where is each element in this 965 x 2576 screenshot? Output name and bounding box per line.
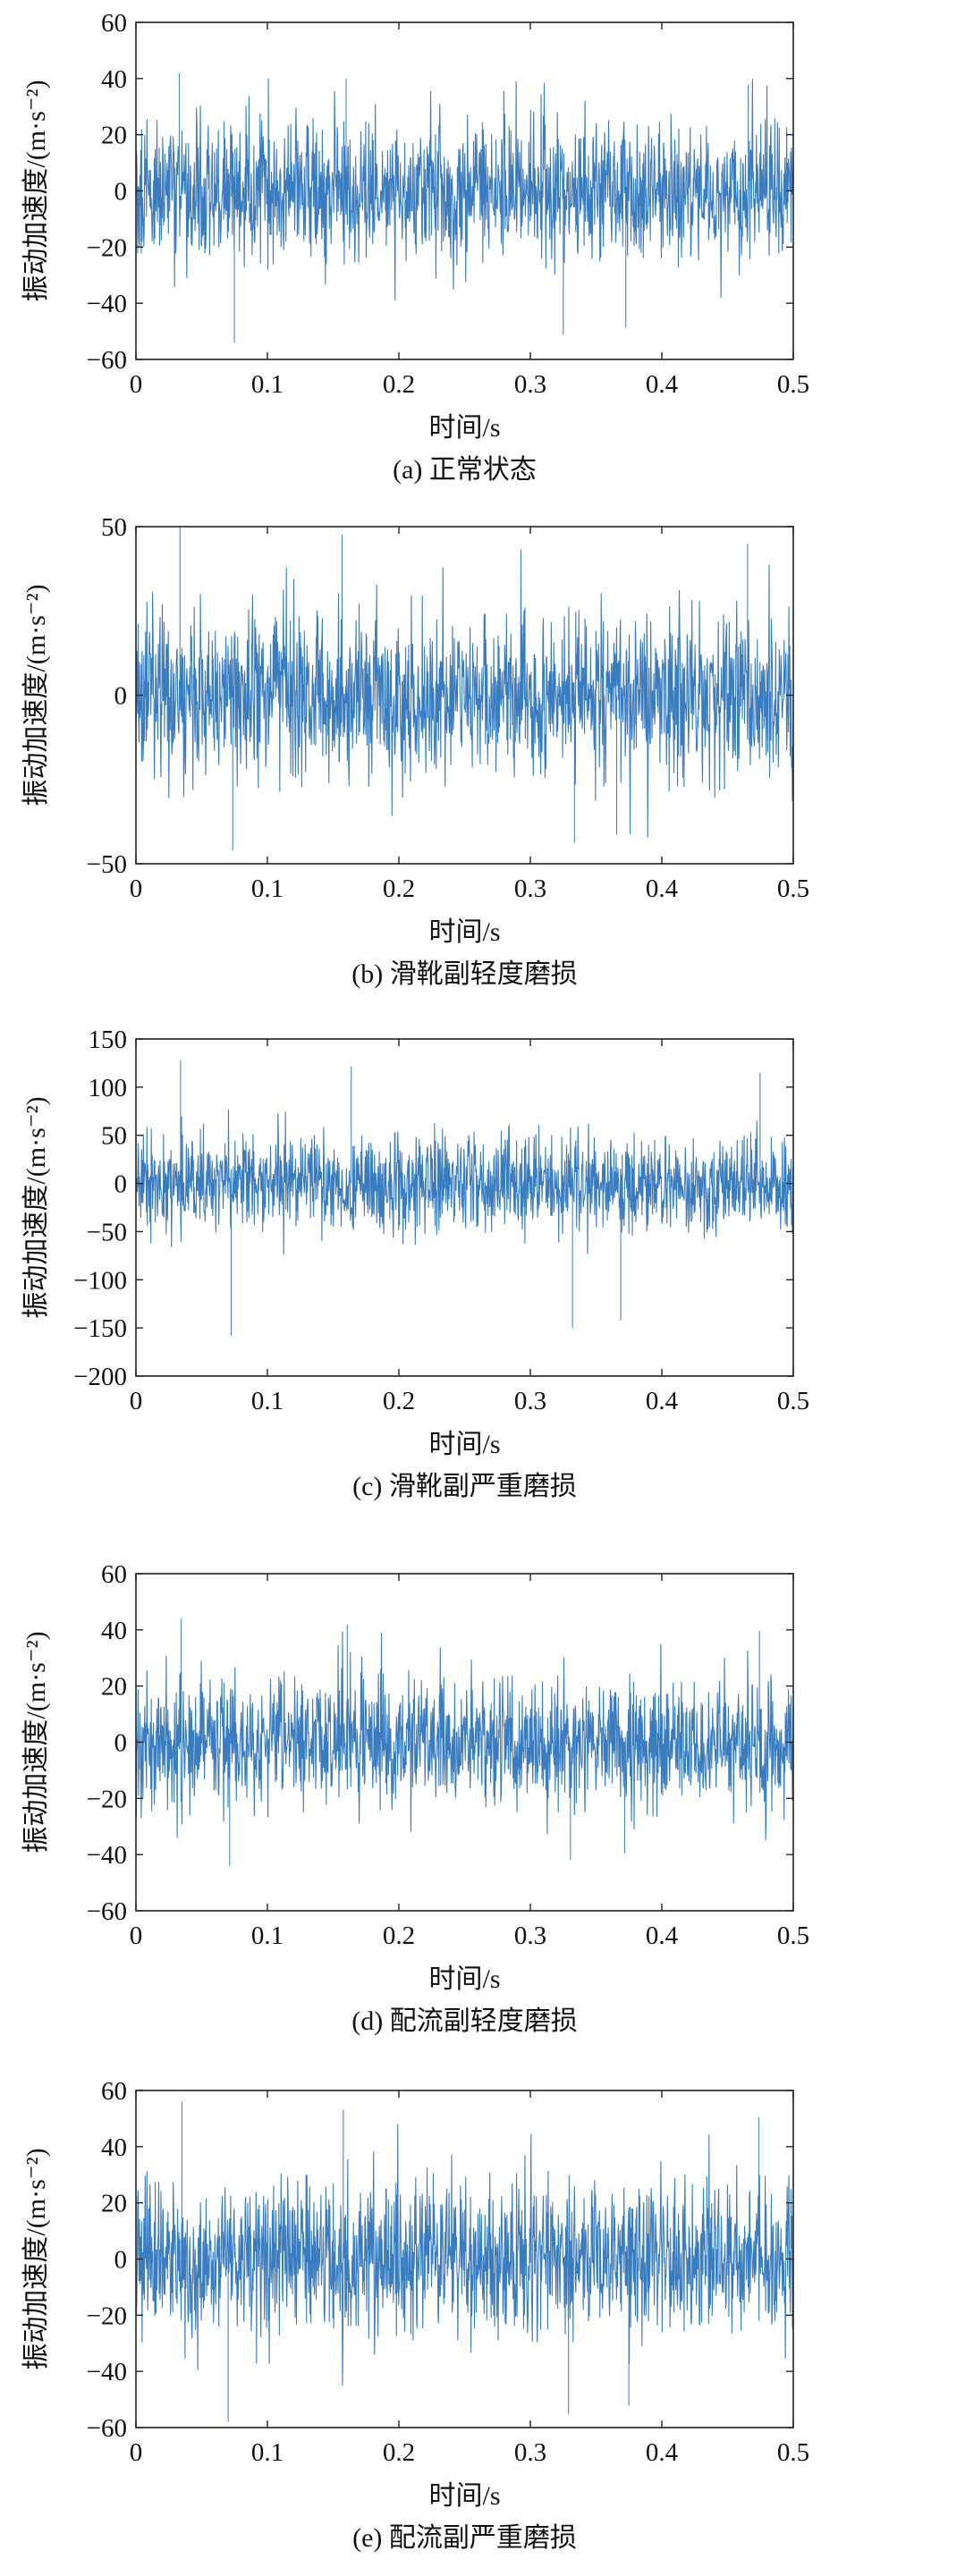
x-tick-label: 0.5 [777,2438,809,2467]
y-tick-label: −40 [87,2358,127,2386]
y-tick-label: 0 [114,682,128,711]
y-tick-label: 0 [114,2246,128,2275]
x-tick-label: 0.4 [646,874,679,903]
x-tick-label: 0.3 [514,2438,546,2467]
plot-frame [135,1038,794,1377]
y-tick-label: 150 [89,1026,128,1054]
y-tick-label: −40 [87,290,127,318]
x-tick-label: 0.2 [383,2438,415,2467]
x-axis-label: 时间/s [428,917,500,947]
y-tick-label: 20 [101,2190,127,2218]
y-axis-label: 振动加速度/(m·s⁻²) [21,1631,51,1853]
x-tick-label: 0.4 [646,370,679,399]
y-tick-label: −100 [73,1266,127,1295]
subfigure-caption: (a) 正常状态 [393,455,537,485]
y-tick-label: 0 [114,1729,128,1758]
y-axis-label: 振动加速度/(m·s⁻²) [21,80,51,301]
x-tick-label: 0.2 [383,1921,415,1950]
signal-peak-marks [179,527,749,850]
x-tick-label: 0.1 [251,2438,284,2467]
y-tick-label: −200 [73,1363,127,1391]
x-tick-label: 0.5 [777,1921,809,1950]
x-tick-label: 0.5 [777,1387,809,1415]
x-tick-label: 0 [130,2438,143,2467]
x-tick-label: 0.4 [646,2438,679,2467]
y-tick-label: 40 [101,2133,127,2162]
signal-series-line [135,2124,794,2386]
y-tick-label: −50 [87,850,127,879]
y-tick-label: −60 [87,2414,127,2443]
subfigure-caption: (c) 滑靴副严重磨损 [352,1472,577,1501]
x-tick-label: 0.4 [646,1921,679,1950]
x-tick-label: 0.4 [646,1387,679,1415]
x-tick-label: 0.5 [777,370,809,399]
x-tick-label: 0.3 [514,874,546,903]
y-axis-label: 振动加速度/(m·s⁻²) [21,2148,51,2369]
y-tick-label: −20 [87,2302,127,2330]
subfigure-caption: (e) 配流副严重磨损 [352,2523,577,2553]
x-axis-label: 时间/s [428,413,500,443]
signal-series-line [135,549,794,838]
y-tick-label: −50 [87,1218,127,1246]
x-tick-label: 0.5 [777,874,809,903]
y-tick-label: 50 [101,1122,127,1151]
x-axis-label: 时间/s [428,2481,500,2511]
x-tick-label: 0.2 [383,370,415,399]
x-tick-label: 0.3 [514,370,546,399]
y-tick-label: −20 [87,233,127,262]
x-tick-label: 0.1 [251,370,284,399]
x-tick-label: 0.1 [251,874,284,903]
x-tick-label: 0 [130,874,143,903]
y-tick-label: −60 [87,346,127,375]
signal-series-line [135,1631,794,1841]
x-tick-label: 0 [130,370,143,399]
y-tick-label: 40 [101,1617,127,1645]
signal-series-line [135,1109,794,1254]
x-tick-label: 0 [130,1921,143,1950]
signal-peak-marks [181,2101,759,2422]
y-tick-label: 0 [114,178,128,207]
signal-peak-marks [180,1060,761,1336]
y-tick-label: 60 [101,1560,127,1589]
y-tick-label: 60 [101,2077,127,2106]
y-tick-label: 20 [101,122,127,150]
y-tick-label: 20 [101,1673,127,1702]
y-tick-label: 50 [101,513,127,542]
x-axis-label: 时间/s [428,1964,500,1994]
subfigure-caption: (d) 配流副轻度磨损 [351,2006,577,2036]
y-tick-label: 0 [114,1170,128,1199]
signal-peak-marks [178,72,749,343]
y-axis-label: 振动加速度/(m·s⁻²) [21,1096,51,1318]
x-tick-label: 0.1 [251,1921,284,1950]
signal-peak-marks [181,1618,760,1866]
x-axis-label: 时间/s [428,1430,500,1459]
y-tick-label: 100 [89,1074,128,1102]
x-tick-label: 0.2 [383,874,415,903]
x-tick-label: 0.3 [514,1921,546,1950]
x-tick-label: 0 [130,1387,143,1415]
y-tick-label: −60 [87,1897,127,1926]
x-tick-label: 0.3 [514,1387,546,1415]
x-tick-label: 0.2 [383,1387,415,1415]
y-axis-label: 振动加速度/(m·s⁻²) [21,584,51,806]
y-tick-label: −40 [87,1841,127,1870]
y-tick-label: 60 [101,9,127,38]
signal-series-line [135,78,794,301]
y-tick-label: −150 [73,1314,127,1343]
subfigure-caption: (b) 滑靴副轻度磨损 [351,959,577,989]
y-tick-label: −20 [87,1785,127,1813]
chart-panel: 500−500 0.1 0.2 0.3 0.4 0.5时间/s振动加速度/(m·s⁻²)(… [21,513,809,989]
x-tick-label: 0.1 [251,1387,284,1415]
y-tick-label: 40 [101,65,127,94]
